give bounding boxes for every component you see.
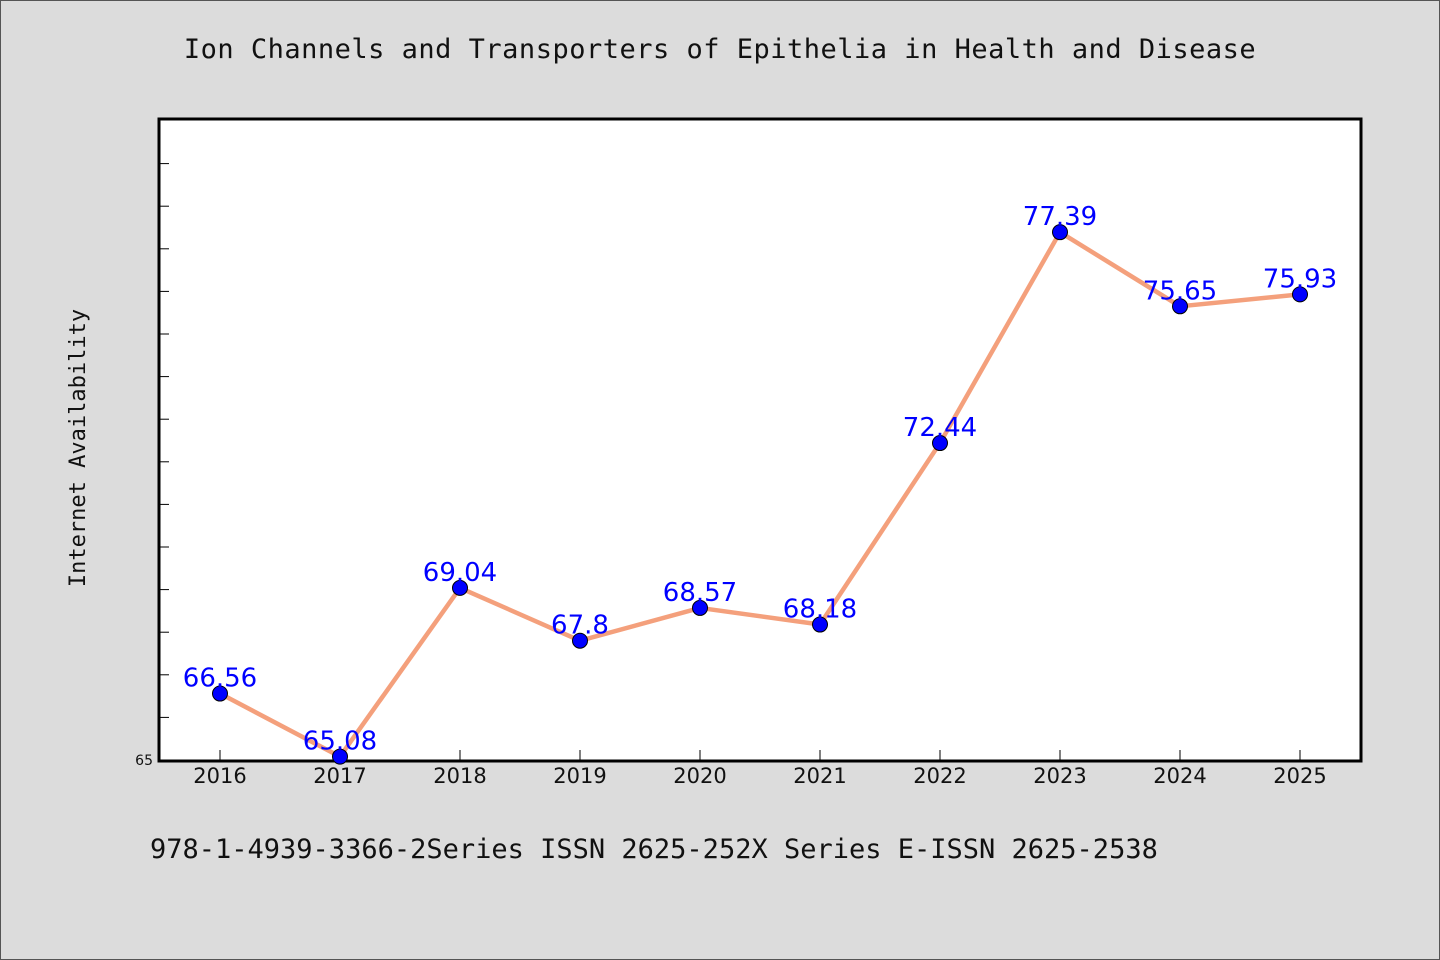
footer-text: 978-1-4939-3366-2Series ISSN 2625-252X S… bbox=[150, 834, 1158, 865]
data-label: 67.8 bbox=[551, 611, 609, 641]
data-label: 77.39 bbox=[1023, 202, 1097, 232]
x-tick-label: 2017 bbox=[313, 764, 366, 788]
x-tick-label: 2021 bbox=[793, 764, 846, 788]
plot-area bbox=[157, 117, 1363, 763]
chart-title: Ion Channels and Transporters of Epithel… bbox=[183, 34, 1257, 65]
data-point bbox=[692, 599, 708, 616]
x-tick-label: 2022 bbox=[913, 764, 966, 788]
y-axis-ticks: 65 bbox=[135, 163, 169, 769]
x-tick-label: 2023 bbox=[1033, 764, 1086, 788]
x-tick-label: 2020 bbox=[673, 764, 726, 788]
data-labels-layer: 66.56 65.08 69.04 67.8 68.57 68.18 72.44 77.39 7… bbox=[183, 202, 1337, 756]
y-axis-label: Internet Availability bbox=[66, 309, 91, 587]
data-point bbox=[1172, 298, 1188, 315]
data-label: 68.18 bbox=[783, 595, 857, 625]
x-tick-label: 2019 bbox=[553, 764, 606, 788]
x-tick-label: 2025 bbox=[1273, 764, 1326, 788]
series-line bbox=[218, 229, 1301, 759]
y-tick-label: 65 bbox=[135, 753, 153, 769]
data-label: 75.93 bbox=[1263, 264, 1337, 294]
data-label: 72.44 bbox=[903, 413, 977, 443]
data-label: 66.56 bbox=[183, 664, 257, 694]
data-point bbox=[452, 579, 468, 596]
x-tick-label: 2018 bbox=[433, 764, 486, 788]
data-point bbox=[932, 435, 948, 452]
data-label: 75.65 bbox=[1143, 276, 1217, 306]
data-point bbox=[572, 632, 588, 649]
data-point bbox=[1052, 224, 1068, 241]
data-label: 65.08 bbox=[303, 727, 377, 757]
series-layer bbox=[212, 224, 1308, 765]
data-point bbox=[332, 748, 348, 765]
x-axis-ticks: 2016 2017 2018 2019 2020 2021 2022 2023 2024 2025 bbox=[193, 750, 1327, 788]
x-tick-label: 2016 bbox=[193, 764, 246, 788]
data-point bbox=[812, 616, 828, 633]
data-point bbox=[212, 685, 228, 702]
data-label: 69.04 bbox=[423, 558, 497, 588]
x-tick-label: 2024 bbox=[1153, 764, 1206, 788]
data-label: 68.57 bbox=[663, 578, 737, 608]
data-point bbox=[1292, 286, 1308, 303]
